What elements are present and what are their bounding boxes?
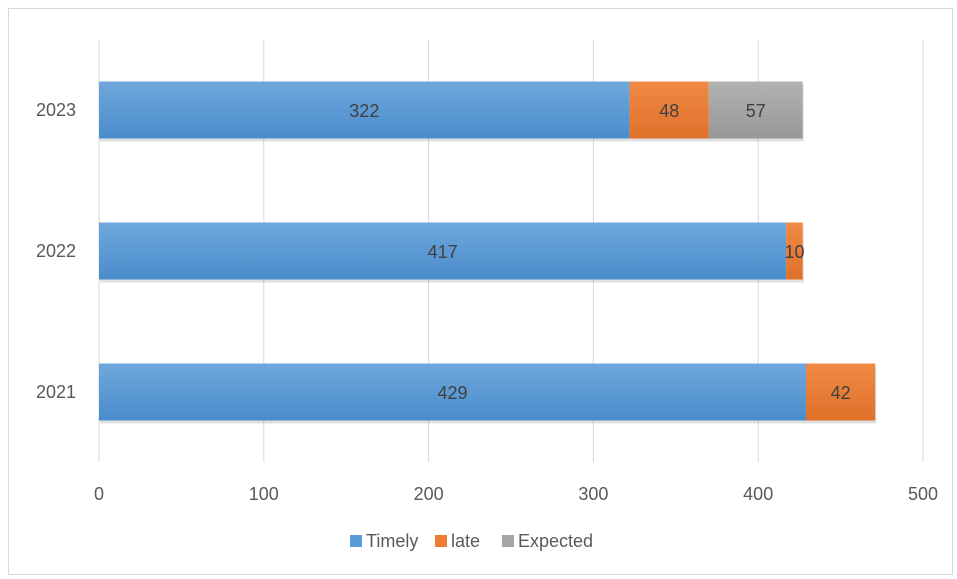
data-label: 417 <box>428 242 458 262</box>
bar-timely-2023[interactable] <box>99 81 630 139</box>
bar-timely-2022[interactable] <box>99 222 787 280</box>
x-tick-label: 400 <box>743 484 773 504</box>
x-tick-label: 0 <box>94 484 104 504</box>
bars <box>99 81 877 424</box>
legend-label-late: late <box>451 531 480 551</box>
data-label: 57 <box>746 101 766 121</box>
legend-swatch-late <box>435 535 447 547</box>
legend[interactable]: Timely late Expected <box>350 531 593 551</box>
data-labels: 429 42 417 10 322 48 57 <box>349 101 850 403</box>
x-tick-label: 100 <box>249 484 279 504</box>
data-label: 322 <box>349 101 379 121</box>
data-label: 48 <box>659 101 679 121</box>
bar-timely-2021[interactable] <box>99 363 806 421</box>
y-category-label: 2021 <box>36 382 76 402</box>
axes: 0 100 200 300 400 500 2021 2022 2023 <box>36 100 938 504</box>
x-tick-label: 200 <box>414 484 444 504</box>
x-tick-label: 500 <box>908 484 938 504</box>
bar-expected-2023[interactable] <box>708 81 803 139</box>
data-label: 10 <box>784 242 804 262</box>
y-category-label: 2022 <box>36 241 76 261</box>
data-label: 42 <box>831 383 851 403</box>
legend-label-expected: Expected <box>518 531 593 551</box>
legend-swatch-expected <box>502 535 514 547</box>
bar-late-2023[interactable] <box>629 81 709 139</box>
y-category-label: 2023 <box>36 100 76 120</box>
data-label: 429 <box>437 383 467 403</box>
legend-swatch-timely <box>350 535 362 547</box>
bar-late-2022[interactable] <box>786 222 803 280</box>
bar-late-2021[interactable] <box>805 363 876 421</box>
legend-label-timely: Timely <box>366 531 418 551</box>
x-tick-label: 300 <box>578 484 608 504</box>
